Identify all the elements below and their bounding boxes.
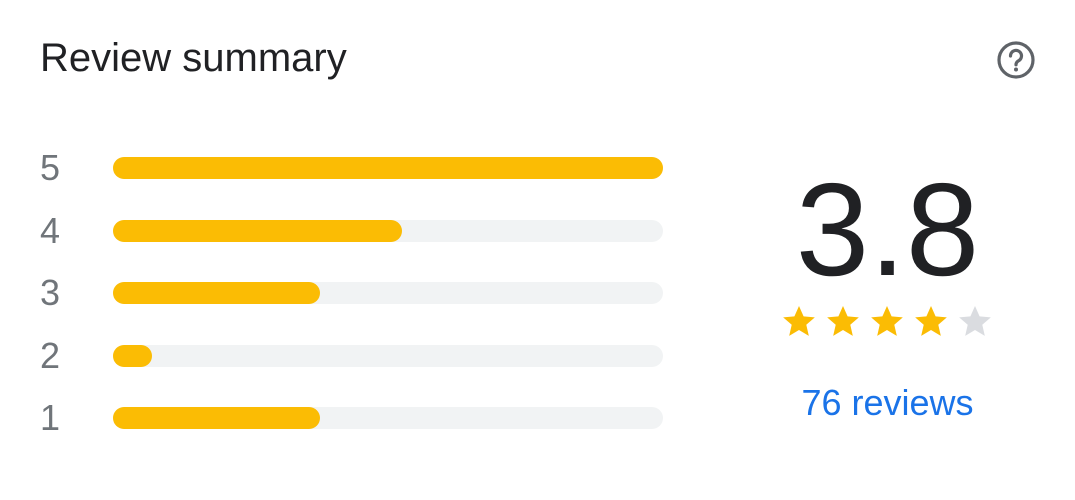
- rating-bar-fill: [113, 282, 320, 304]
- rating-label: 5: [40, 147, 61, 188]
- rating-label: 3: [40, 272, 61, 313]
- rating-bar-fill: [113, 219, 402, 242]
- star-empty-icon: [959, 305, 991, 336]
- average-rating: 3.8: [795, 156, 980, 303]
- rating-row-3[interactable]: 3: [40, 273, 670, 313]
- rating-bar-track: [113, 407, 663, 429]
- rating-bar-track: [113, 219, 663, 242]
- star-filled-icon: [915, 305, 947, 336]
- reviews-link[interactable]: 76 reviews: [801, 382, 974, 423]
- rating-label: 4: [40, 209, 61, 251]
- rating-label: 1: [40, 397, 61, 438]
- page-title: Review summary: [40, 36, 347, 80]
- star-rating: [780, 302, 1000, 340]
- rating-row-5[interactable]: 5: [40, 148, 670, 188]
- star-filled-icon: [783, 305, 815, 336]
- help-circle-icon: [997, 41, 1035, 79]
- rating-bar-fill: [113, 407, 320, 429]
- rating-bar-track: [113, 282, 663, 304]
- rating-bar-track: [113, 344, 663, 367]
- rating-row-4[interactable]: 4: [40, 209, 670, 251]
- rating-row-1[interactable]: 1: [40, 398, 670, 438]
- star-filled-icon: [827, 305, 859, 336]
- star-filled-icon: [871, 305, 903, 336]
- rating-label: 2: [40, 334, 61, 376]
- rating-bar-fill: [113, 344, 152, 367]
- rating-bar-track: [113, 157, 663, 179]
- help-button[interactable]: [996, 40, 1036, 80]
- rating-row-2[interactable]: 2: [40, 334, 670, 376]
- rating-bar-fill: [113, 157, 663, 179]
